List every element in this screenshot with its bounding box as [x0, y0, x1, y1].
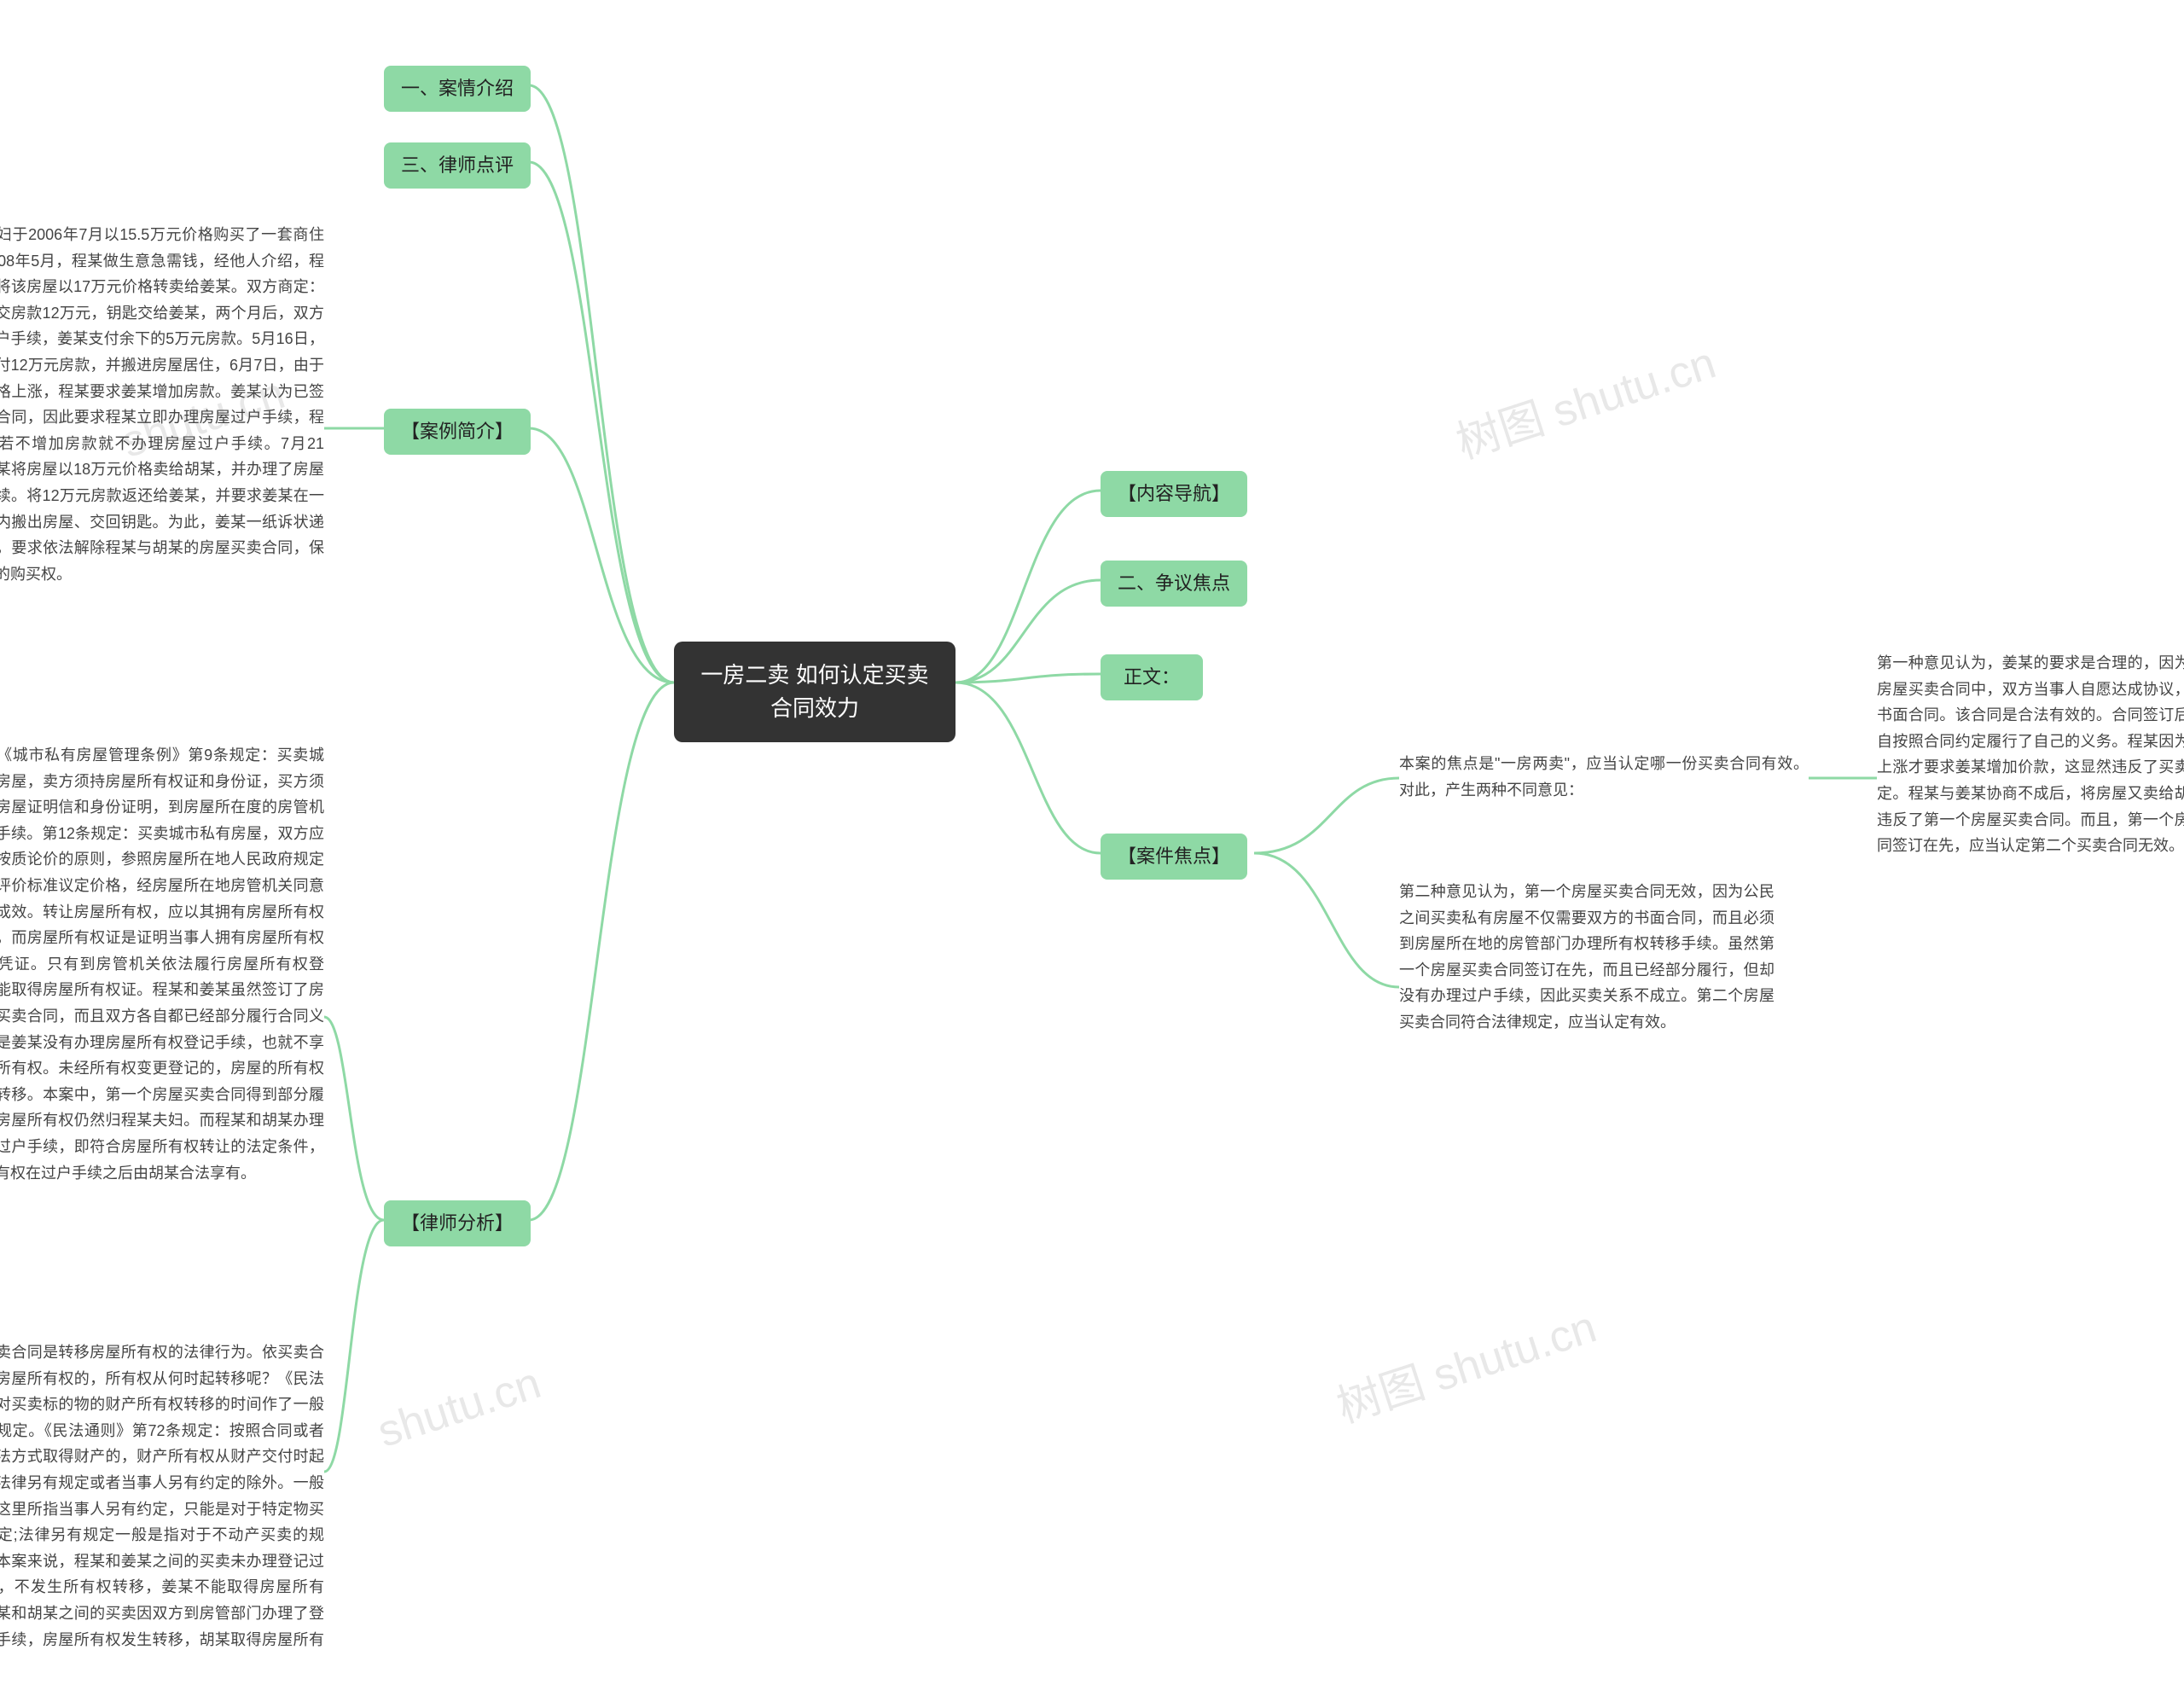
leaf-case-intro-text: 程某夫妇于2006年7月以15.5万元价格购买了一套商住房，2008年5月，程某…: [0, 222, 324, 587]
branch-section-2[interactable]: 二、争议焦点: [1101, 561, 1247, 607]
leaf-focus-prompt: 本案的焦点是"一房两卖"，应当认定哪一份买卖合同有效。对此，产生两种不同意见：: [1399, 751, 1809, 803]
leaf-focus-opinion1: 第一种意见认为，姜某的要求是合理的，因为在第一个房屋买卖合同中，双方当事人自愿达…: [1877, 650, 2184, 859]
mindmap-connectors: [0, 0, 2184, 1708]
leaf-analysis-para1: 国务院《城市私有房屋管理条例》第9条规定：买卖城市私有房屋，卖方须持房屋所有权证…: [0, 742, 324, 1186]
watermark: shutu.cn: [372, 1357, 547, 1458]
watermark: 树图 shutu.cn: [1327, 1291, 1603, 1435]
branch-case-intro[interactable]: 【案例简介】: [384, 409, 531, 455]
root-node[interactable]: 一房二卖 如何认定买卖合同效力: [674, 642, 956, 742]
branch-lawyer-analysis[interactable]: 【律师分析】: [384, 1200, 531, 1246]
branch-body[interactable]: 正文：: [1101, 654, 1203, 700]
branch-section-1[interactable]: 一、案情介绍: [384, 66, 531, 112]
leaf-analysis-para2: 私房买卖合同是转移房屋所有权的法律行为。依买卖合同取得房屋所有权的，所有权从何时…: [0, 1339, 324, 1679]
branch-content-nav[interactable]: 【内容导航】: [1101, 471, 1247, 517]
branch-section-3[interactable]: 三、律师点评: [384, 142, 531, 189]
leaf-focus-opinion2: 第二种意见认为，第一个房屋买卖合同无效，因为公民之间买卖私有房屋不仅需要双方的书…: [1399, 879, 1774, 1036]
watermark: 树图 shutu.cn: [1447, 327, 1722, 471]
branch-case-focus[interactable]: 【案件焦点】: [1101, 834, 1247, 880]
